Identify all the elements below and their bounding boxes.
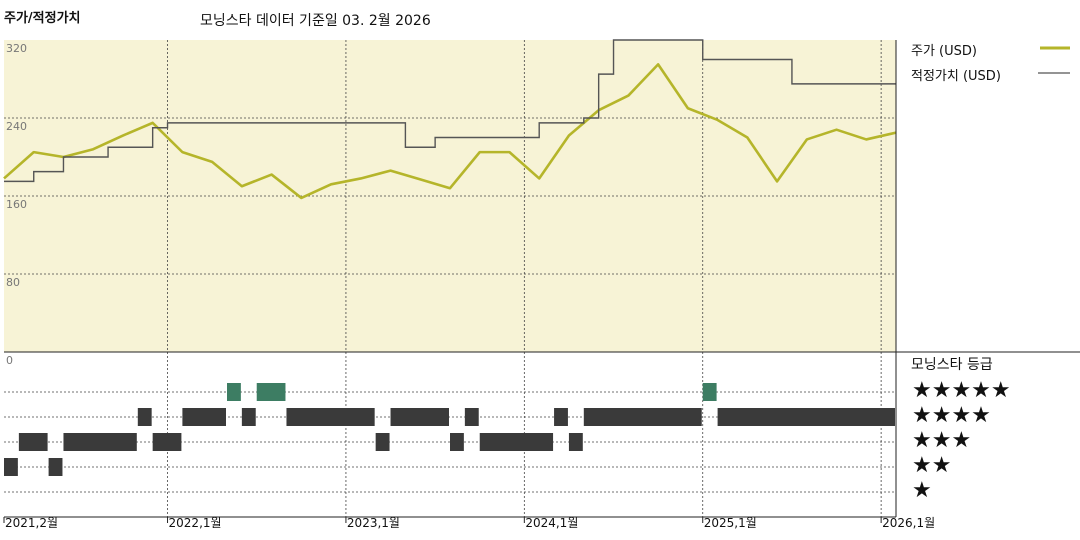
rating-row-5-stars: ★★★★★ — [912, 378, 1011, 403]
rating-bar-4-stars — [137, 408, 152, 426]
y-tick-label: 0 — [6, 354, 13, 367]
y-tick-label: 160 — [6, 198, 27, 211]
rating-row-4-stars: ★★★★ — [912, 403, 991, 428]
rating-bar-5-stars — [227, 383, 241, 401]
legend-price-label: 주가 (USD) — [911, 44, 977, 59]
rating-row-2-stars: ★★ — [912, 453, 952, 478]
rating-bar-4-stars — [286, 408, 375, 426]
x-tick-label: 2026,1월 — [882, 516, 935, 530]
tick-layer: 0 80 160 240 320 2021,2월 2022,1월 2023,1월 2024,1월… — [3, 40, 1080, 530]
rating-bar-3-stars — [18, 433, 48, 451]
rating-bar-3-stars — [152, 433, 182, 451]
y-tick-label: 80 — [6, 276, 20, 289]
rating-bar-3-stars — [479, 433, 554, 451]
x-tick-label: 2022,1월 — [169, 516, 222, 530]
price-line — [3, 63, 897, 200]
x-tick-label: 2023,1월 — [347, 516, 400, 530]
rating-bar-2-stars — [4, 458, 18, 476]
rating-legend-title: 모닝스타 등급 — [911, 357, 993, 373]
rating-bar-3-stars — [375, 433, 390, 451]
rating-bar-4-stars — [390, 408, 449, 426]
rating-bar-4-stars — [182, 408, 226, 426]
data-date-caption: 모닝스타 데이터 기준일 03. 2월 2026 — [200, 13, 431, 29]
rating-row-1-star: ★ — [912, 478, 932, 503]
rating-bar-2-stars — [48, 458, 63, 476]
chart-title: 주가/적정가치 — [4, 11, 81, 26]
legend-fair-value-label: 적정가치 (USD) — [911, 69, 1001, 84]
rating-bar-5-stars — [256, 383, 286, 401]
series-layer — [3, 39, 897, 200]
rating-bar-4-stars — [464, 408, 479, 426]
x-tick-label: 2021,2월 — [5, 516, 58, 530]
x-tick-label: 2024,1월 — [525, 516, 578, 530]
rating-row-3-stars: ★★★ — [912, 428, 972, 453]
rating-bar-4-stars — [241, 408, 256, 426]
rating-bar-4-stars — [717, 408, 895, 426]
x-tick-label: 2025,1월 — [704, 516, 757, 530]
y-tick-label: 240 — [6, 120, 27, 133]
y-tick-label: 320 — [6, 42, 27, 55]
rating-bar-3-stars — [450, 433, 464, 451]
fair-value-line — [4, 39, 896, 183]
rating-bar-4-stars — [583, 408, 702, 426]
rating-bar-3-stars — [63, 433, 137, 451]
rating-bar-5-stars — [702, 383, 717, 401]
rating-layer — [4, 383, 895, 476]
rating-bar-3-stars — [568, 433, 583, 451]
rating-bar-4-stars — [554, 408, 568, 426]
